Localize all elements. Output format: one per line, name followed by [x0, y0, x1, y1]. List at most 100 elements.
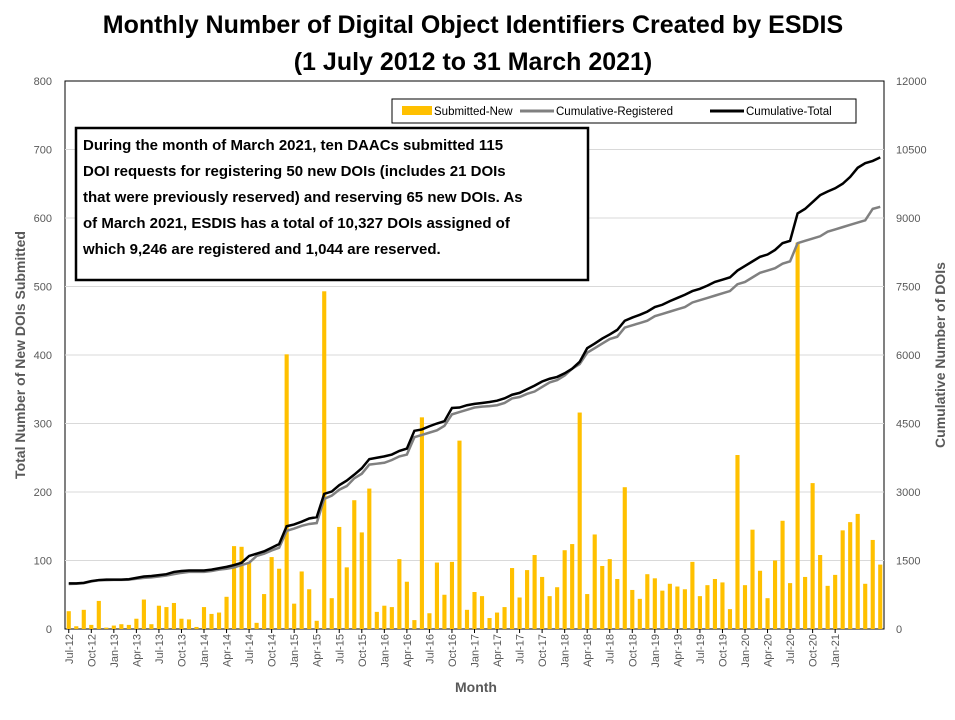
- bar: [870, 539, 875, 629]
- bar: [615, 578, 620, 629]
- bar: [697, 596, 702, 629]
- bar: [314, 620, 319, 629]
- bar: [284, 354, 289, 629]
- bar: [329, 598, 334, 629]
- x-tick-label: Jan-14: [199, 634, 211, 668]
- bar: [472, 592, 477, 629]
- bar: [359, 532, 364, 629]
- bar: [216, 612, 222, 629]
- bar: [111, 625, 116, 629]
- bar: [585, 594, 590, 629]
- line-cumulative-total: [68, 156, 881, 585]
- bar: [600, 565, 605, 629]
- x-tick-label: Apr-20: [763, 634, 775, 667]
- x-tick-label: Oct-18: [627, 634, 639, 667]
- y-tick-label: 600: [34, 213, 52, 225]
- bar: [239, 546, 244, 629]
- bar: [795, 242, 800, 629]
- x-tick-label: Apr-13: [131, 634, 143, 667]
- x-tick-label: Jan-13: [109, 634, 121, 668]
- bar: [156, 605, 161, 629]
- bar: [224, 596, 229, 629]
- bar: [788, 583, 793, 629]
- bar: [254, 622, 259, 629]
- bar: [81, 609, 86, 629]
- x-tick-label: Oct-20: [808, 634, 820, 667]
- x-tick-label: Oct-19: [717, 634, 729, 667]
- bar: [803, 576, 808, 629]
- bar: [457, 440, 462, 629]
- y-tick-label: 500: [34, 282, 52, 294]
- bar: [660, 590, 665, 629]
- y-tick-label: 800: [34, 76, 52, 88]
- bar: [878, 564, 883, 629]
- x-tick-label: Jul-18: [605, 634, 617, 664]
- bar: [141, 599, 146, 629]
- bar: [404, 581, 409, 629]
- legend: Submitted-New Cumulative-Registered Cumu…: [391, 98, 857, 124]
- annotation-line: that were previously reserved) and reser…: [83, 189, 523, 206]
- bar: [765, 598, 770, 629]
- bar: [592, 534, 597, 629]
- bar: [96, 600, 101, 629]
- bar: [855, 513, 860, 629]
- bar: [126, 624, 131, 629]
- bar: [517, 597, 522, 629]
- cumulative-lines: [68, 156, 881, 586]
- y2-tick-label: 1500: [896, 556, 920, 568]
- bar: [74, 626, 79, 629]
- y2-tick-label: 10500: [896, 145, 927, 157]
- x-tick-label: Jan-17: [470, 634, 482, 668]
- annotation-line: of March 2021, ESDIS has a total of 10,3…: [83, 215, 511, 232]
- bar: [652, 578, 657, 629]
- legend-label-cumulative-registered: Cumulative-Registered: [556, 106, 673, 118]
- bar: [825, 585, 830, 629]
- y2-tick-label: 12000: [896, 76, 927, 88]
- bar: [164, 607, 169, 629]
- y2-tick-label: 9000: [896, 213, 920, 225]
- y2-tick-label: 6000: [896, 350, 920, 362]
- bar: [525, 570, 530, 629]
- bar: [532, 555, 537, 629]
- left-axis-ticks: 0 100 200 300 400 500 600 700 800: [34, 76, 52, 636]
- bar: [833, 574, 838, 629]
- annotation-line: which 9,246 are registered and 1,044 are…: [82, 241, 441, 258]
- bar: [810, 483, 815, 629]
- bar: [412, 620, 417, 629]
- bar: [510, 568, 515, 629]
- bar: [555, 587, 560, 629]
- bar: [645, 574, 650, 629]
- bar: [675, 586, 680, 629]
- bar: [134, 618, 139, 629]
- chart-title: Monthly Number of Digital Object Identif…: [103, 11, 843, 39]
- bar: [562, 550, 567, 629]
- bar: [209, 613, 214, 629]
- legend-label-submitted-new: Submitted-New: [434, 106, 513, 118]
- x-tick-label: Oct-13: [176, 634, 188, 667]
- x-tick-label: Jan-20: [740, 634, 752, 668]
- bar: [727, 609, 733, 629]
- x-tick-label: Jul-20: [785, 634, 797, 664]
- bar: [352, 500, 357, 629]
- x-tick-label: Oct-15: [357, 634, 369, 667]
- bar: [374, 611, 379, 629]
- x-tick-label: Apr-18: [582, 634, 594, 667]
- bar: [427, 613, 432, 629]
- bar: [818, 555, 823, 629]
- bar: [667, 583, 672, 629]
- bar: [299, 571, 304, 629]
- legend-label-cumulative-total: Cumulative-Total: [746, 106, 832, 118]
- y-tick-label: 0: [46, 624, 52, 636]
- bar: [262, 594, 267, 629]
- bar: [344, 567, 349, 629]
- bar: [840, 530, 845, 629]
- bar: [637, 598, 642, 629]
- bar: [577, 412, 582, 629]
- bar: [464, 609, 470, 629]
- x-tick-label: Jul-12: [64, 634, 76, 664]
- bar: [479, 596, 485, 629]
- bar: [171, 602, 177, 629]
- x-tick-label: Apr-17: [492, 634, 504, 667]
- bar: [682, 589, 687, 629]
